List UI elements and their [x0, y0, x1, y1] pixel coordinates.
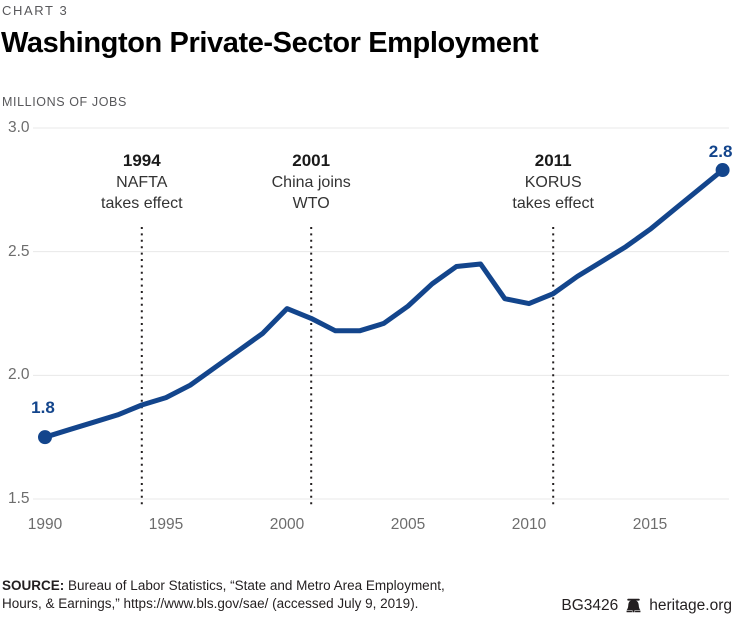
x-axis-tick-label: 1995	[148, 516, 184, 533]
value-label-end: 2.8	[708, 142, 733, 162]
y-axis-tick-label: 1.5	[8, 490, 30, 507]
footer-branding: BG3426 heritage.org	[561, 597, 732, 615]
heritage-link[interactable]: heritage.org	[649, 597, 732, 614]
annotation-text: NAFTA	[116, 174, 168, 191]
x-axis-tick-label: 2000	[269, 516, 305, 533]
y-axis-tick-label: 3.0	[8, 119, 30, 136]
page-title: Washington Private-Sector Employment	[1, 27, 539, 59]
annotation-year: 2011	[534, 151, 572, 170]
annotation-text: takes effect	[101, 195, 183, 212]
annotation-text: China joins	[271, 174, 351, 191]
axis-unit-label: MILLIONS OF JOBS	[2, 95, 127, 109]
source-note: SOURCE: Bureau of Labor Statistics, “Sta…	[2, 577, 480, 613]
annotation-text: KORUS	[524, 174, 582, 191]
annotation-text: WTO	[292, 195, 330, 212]
source-text: Bureau of Labor Statistics, “State and M…	[2, 578, 445, 611]
x-axis-tick-label: 2010	[511, 516, 547, 533]
chart-number-label: CHART 3	[2, 3, 69, 18]
y-axis-tick-label: 2.0	[8, 366, 30, 384]
x-axis-tick-label: 1990	[27, 516, 63, 533]
annotation-text: takes effect	[512, 195, 594, 212]
annotation-china-wto: 2001 China joins WTO	[272, 150, 351, 214]
y-axis-tick-label: 2.5	[8, 242, 30, 260]
heritage-bell-icon	[626, 598, 641, 613]
annotation-year: 2001	[292, 151, 331, 170]
source-prefix: SOURCE:	[2, 578, 65, 593]
annotation-korus: 2011 KORUS takes effect	[512, 150, 594, 214]
value-label-start: 1.8	[31, 398, 55, 418]
x-axis-tick-label: 2005	[390, 516, 426, 533]
doc-id: BG3426	[561, 597, 619, 614]
annotation-nafta: 1994 NAFTA takes effect	[101, 150, 183, 214]
x-axis-tick-label: 2015	[632, 516, 668, 533]
annotation-year: 1994	[122, 151, 161, 170]
